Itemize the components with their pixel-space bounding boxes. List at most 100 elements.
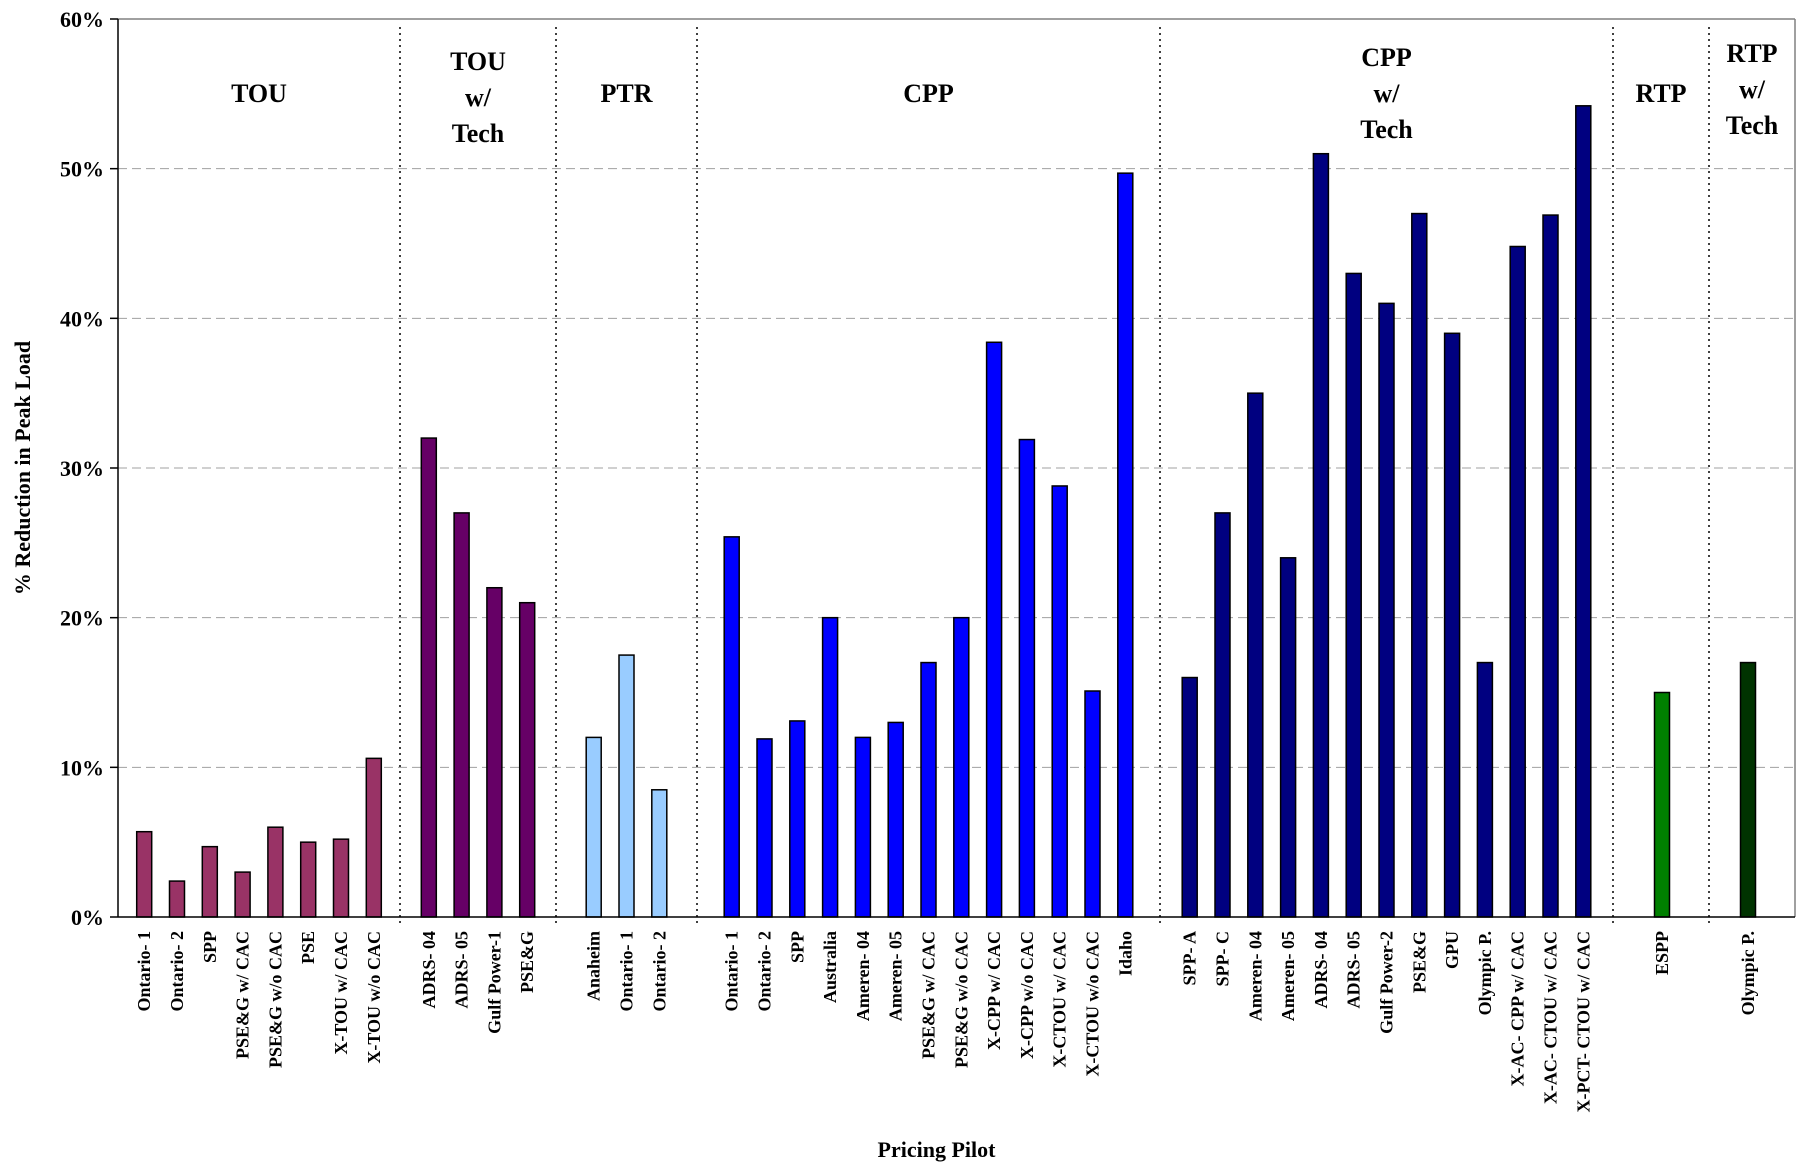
x-tick-label: Gulf Power-1 — [484, 931, 504, 1034]
bar — [1542, 214, 1559, 918]
bar — [1739, 661, 1757, 918]
bar — [887, 721, 904, 918]
bar — [1509, 245, 1526, 918]
x-tick-label: Ontario- 1 — [134, 931, 154, 1012]
bar — [985, 341, 1003, 918]
bar — [756, 738, 773, 918]
y-axis-title: % Reduction in Peak Load — [10, 341, 35, 595]
x-tick-label: Australia — [820, 931, 840, 1003]
bar — [1575, 105, 1592, 918]
x-tick-label: PSE — [298, 931, 318, 964]
bar — [723, 536, 740, 918]
bar — [854, 736, 872, 918]
x-tick-label: PSE&G w/ CAC — [919, 931, 939, 1059]
x-tick-label: PSE&G — [517, 931, 537, 993]
group-label: w/ — [1739, 75, 1766, 104]
x-tick-label: Ontario- 1 — [617, 931, 637, 1012]
x-tick-label: ADRS- 05 — [452, 931, 472, 1009]
group-label: PTR — [601, 79, 653, 108]
bar — [1018, 438, 1036, 918]
bar — [1312, 152, 1330, 918]
y-tick-label: 10% — [60, 755, 104, 780]
bar — [1279, 557, 1297, 918]
x-tick-label: Ameren- 05 — [886, 931, 906, 1021]
x-tick-label: Idaho — [1115, 931, 1135, 976]
x-tick-label: Olympic P. — [1475, 931, 1495, 1015]
x-tick-label: SPP- A — [1180, 931, 1200, 986]
y-tick-label: 50% — [60, 157, 104, 182]
bar — [1214, 512, 1231, 918]
bar — [651, 789, 668, 918]
bar — [135, 830, 153, 918]
group-label: TOU — [450, 47, 506, 76]
bar — [1181, 676, 1198, 918]
bar — [821, 616, 839, 918]
x-tick-label: SPP- C — [1213, 931, 1233, 987]
group-label: w/ — [465, 83, 492, 112]
bar — [365, 757, 383, 918]
x-tick-label: X-CPP w/o CAC — [1017, 931, 1037, 1059]
bar — [953, 616, 970, 918]
x-tick-label: Ameren- 04 — [1245, 931, 1265, 1021]
bar — [1051, 485, 1068, 918]
x-tick-label: X-TOU w/o CAC — [364, 931, 384, 1064]
bar — [1411, 212, 1428, 918]
x-tick-label: ADRS- 05 — [1344, 931, 1364, 1009]
bar — [518, 601, 536, 918]
x-tick-label: Ontario- 2 — [649, 931, 669, 1012]
y-tick-label: 60% — [60, 7, 104, 32]
bar — [1247, 392, 1264, 918]
x-tick-label: Anaheim — [584, 931, 604, 1001]
group-label: Tech — [1360, 115, 1413, 144]
x-tick-label: PSE&G w/o CAC — [951, 931, 971, 1068]
x-tick-label: PSE&G w/ CAC — [233, 931, 253, 1059]
x-tick-label: X-AC- CTOU w/ CAC — [1541, 931, 1561, 1104]
y-tick-label: 0% — [71, 905, 104, 930]
bar — [618, 654, 635, 918]
x-tick-label: Ontario- 2 — [755, 931, 775, 1012]
y-tick-label: 20% — [60, 606, 104, 631]
x-tick-label: GPU — [1442, 931, 1462, 969]
x-tick-label: X-AC- CPP w/ CAC — [1508, 931, 1528, 1086]
bar — [1345, 272, 1362, 918]
x-tick-label: Ontario- 2 — [167, 931, 187, 1012]
bar — [1443, 332, 1461, 918]
bar — [1653, 691, 1671, 918]
bar — [420, 437, 438, 918]
bar — [1378, 302, 1395, 918]
x-tick-label: ADRS- 04 — [1311, 931, 1331, 1009]
bar — [486, 586, 503, 918]
bar — [920, 661, 937, 918]
x-tick-label: X-CTOU w/o CAC — [1083, 931, 1103, 1077]
bar — [1084, 690, 1101, 918]
x-axis-title: Pricing Pilot — [878, 1137, 997, 1162]
bar — [168, 880, 186, 918]
bar — [234, 871, 251, 918]
x-tick-label: SPP — [787, 931, 807, 963]
group-label: RTP — [1726, 39, 1777, 68]
group-label: CPP — [903, 79, 954, 108]
x-tick-label: X-CTOU w/ CAC — [1050, 931, 1070, 1068]
x-tick-label: Ameren- 04 — [853, 931, 873, 1021]
bar — [453, 512, 470, 918]
x-tick-label: Olympic P. — [1738, 931, 1758, 1015]
group-labels: TOU TOU w/Tech PTR CPP CPP w/Tech RTP RTP w/Tech — [231, 39, 1779, 148]
bar — [789, 720, 806, 918]
group-label: TOU — [231, 79, 287, 108]
group-label: Tech — [452, 119, 505, 148]
x-tick-label: Ontario- 1 — [722, 931, 742, 1012]
x-tick-label: Gulf Power-2 — [1377, 931, 1397, 1034]
bar — [1117, 172, 1134, 918]
x-tick-label: X-CPP w/ CAC — [984, 931, 1004, 1050]
bar — [1476, 661, 1494, 918]
bar — [299, 841, 317, 918]
bars — [135, 105, 1757, 918]
group-label: RTP — [1635, 79, 1686, 108]
group-label: w/ — [1374, 79, 1401, 108]
x-tick-label: Ameren- 05 — [1278, 931, 1298, 1021]
bar — [201, 845, 219, 918]
x-tick-label: ESPP — [1652, 931, 1672, 975]
bar — [332, 838, 350, 918]
